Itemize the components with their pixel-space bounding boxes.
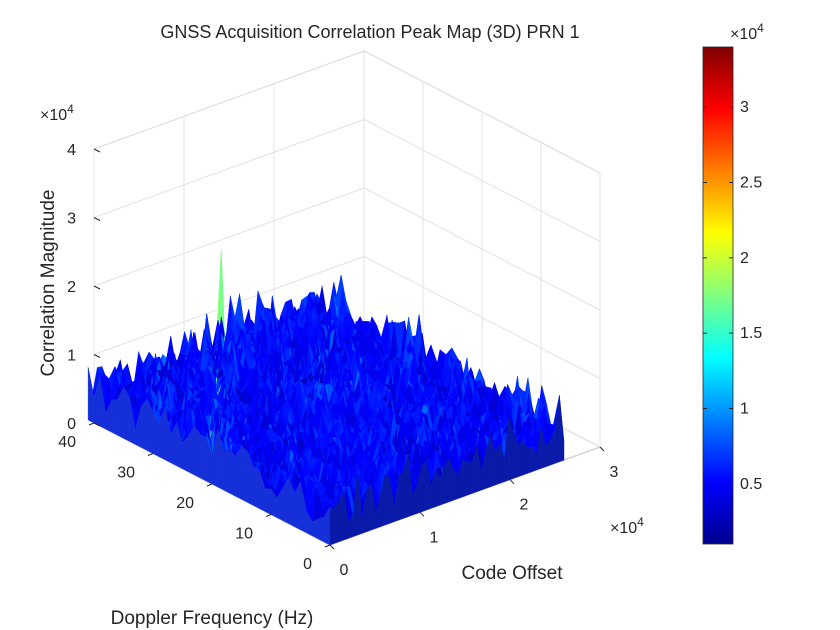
grid-line	[93, 50, 365, 150]
colorbar-exponent-label: ×104	[730, 21, 764, 43]
correlation-surface	[87, 250, 565, 546]
surface-skirt	[253, 465, 260, 509]
surface-skirt	[264, 488, 272, 515]
y-axis-label: Doppler Frequency (Hz)	[111, 608, 314, 629]
x-tick	[419, 511, 425, 517]
grid-line	[93, 256, 365, 355]
x-tick	[329, 544, 335, 550]
y-tick	[206, 483, 213, 487]
grid-line	[363, 256, 601, 379]
y-tick	[265, 514, 272, 517]
x-exponent-label: ×104	[610, 515, 644, 537]
grid-line	[363, 187, 601, 311]
surface-skirt	[559, 395, 565, 463]
y-tick-label: 0	[303, 556, 312, 573]
z-tick	[93, 285, 101, 290]
colorbar-tick-label: 1	[740, 400, 749, 417]
x-tick	[509, 479, 515, 485]
surface-skirt	[241, 445, 248, 503]
z-tick-label: 0	[67, 416, 76, 433]
z-tick	[93, 217, 101, 221]
surface-skirt	[194, 425, 201, 479]
surface-skirt	[87, 367, 95, 424]
x-axis-label: Code Offset	[461, 563, 563, 584]
y-tick	[324, 544, 331, 548]
surface-skirt	[462, 458, 468, 497]
chart-title: GNSS Acquisition Correlation Peak Map (3…	[160, 22, 579, 42]
y-tick-label: 20	[176, 495, 194, 512]
colorbar-ticks: 0.5 1 1.5 2 2.5 3	[703, 99, 762, 493]
y-tick-label: 10	[235, 526, 253, 543]
surface-skirt	[140, 398, 148, 451]
z-tick-label: 2	[67, 279, 76, 296]
surface-skirt	[312, 518, 319, 540]
surface-skirt	[527, 446, 533, 474]
surface-skirt	[467, 460, 473, 496]
surface-skirt	[398, 470, 404, 521]
surface-skirt	[334, 499, 340, 544]
grid-line	[93, 119, 365, 218]
x-tick	[599, 446, 605, 452]
z-tick	[93, 422, 101, 427]
x-tick-label: 2	[520, 497, 529, 514]
surface-skirt	[123, 386, 130, 442]
surface-skirt	[453, 469, 459, 501]
z-tick	[93, 354, 101, 358]
colorbar-tick-label: 3	[740, 99, 749, 116]
z-tick-label: 3	[67, 211, 76, 228]
surface-skirt	[366, 482, 372, 532]
z-axis-label: Correlation Magnitude	[38, 190, 59, 377]
colorbar-tick-label: 0.5	[740, 476, 762, 493]
grid-line	[93, 187, 365, 287]
surface-skirt	[229, 447, 236, 497]
colorbar-tick-label: 2	[740, 250, 749, 267]
z-tick-label: 1	[67, 348, 76, 365]
surface-skirt	[111, 399, 118, 436]
x-tick-label: 3	[610, 464, 619, 481]
surface-skirt	[384, 474, 390, 526]
x-tick-label: 1	[430, 529, 439, 546]
colorbar-tick-label: 1.5	[740, 325, 762, 342]
colorbar: 0.5 1 1.5 2 2.5 3 ×104	[702, 21, 764, 545]
colorbar-gradient	[702, 46, 734, 545]
x-tick-label: 0	[340, 562, 349, 579]
y-tick	[147, 453, 154, 456]
z-tick-label: 4	[67, 142, 76, 159]
y-tick-label: 30	[117, 465, 135, 482]
surface-skirt	[199, 433, 207, 482]
grid-line	[363, 50, 601, 174]
surface-skirt	[223, 448, 230, 494]
surface-skirt	[318, 516, 325, 543]
z-tick	[93, 148, 101, 153]
y-tick	[88, 422, 95, 426]
colorbar-tick-label: 2.5	[740, 175, 762, 192]
grid-line	[363, 119, 601, 242]
surface-skirt	[554, 395, 560, 464]
surface-skirt	[421, 459, 427, 512]
y-tick-label: 40	[58, 434, 76, 451]
surface-skirt	[329, 506, 335, 546]
surface-skirt	[444, 457, 450, 504]
surface-skirt	[517, 439, 523, 478]
z-exponent-label: ×104	[40, 102, 74, 124]
